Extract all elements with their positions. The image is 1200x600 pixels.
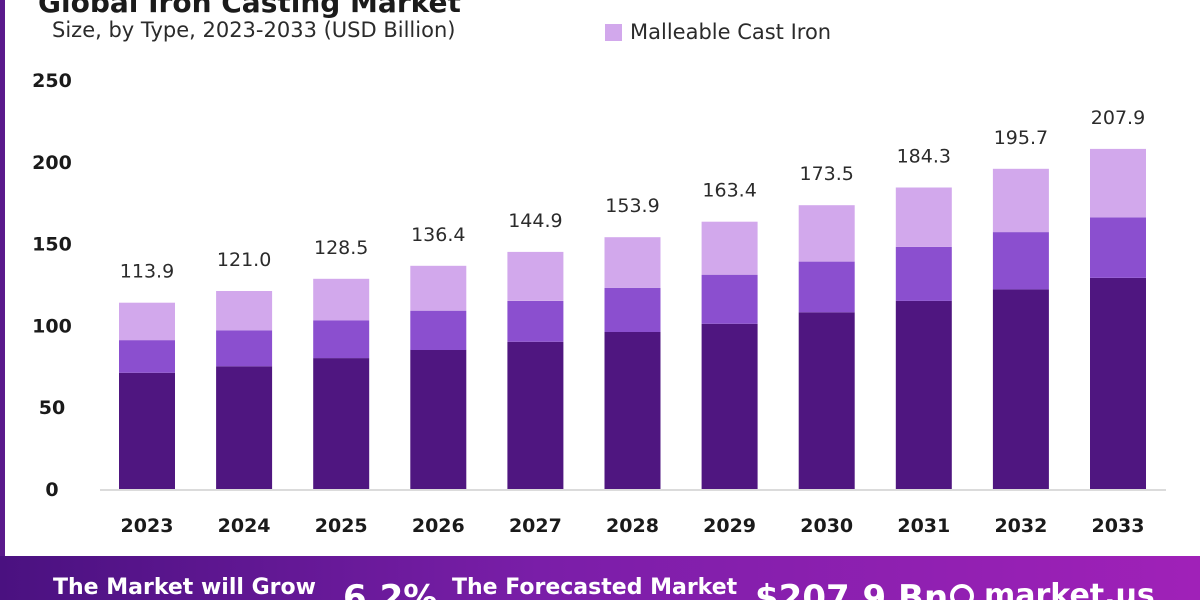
data-label-2033: 207.9: [1091, 107, 1145, 129]
bar-segment-2027-series-1: [507, 341, 564, 489]
data-label-2027: 144.9: [508, 210, 562, 232]
x-tick-label-2028: 2028: [606, 515, 659, 537]
bar-segment-2031-series-2: [895, 246, 952, 301]
stacked-bar-chart: 0 50 100 150 200 250 113.9 2023 121.0 2024 128.5 20…: [32, 70, 1166, 537]
x-tick-label-2031: 2031: [897, 515, 950, 537]
bar-segment-2033-series-2: [1090, 217, 1146, 278]
bar-segment-2033-series-3: [1090, 148, 1146, 218]
bar-segment-2030-series-2: [798, 261, 855, 313]
footer-banner: The Market will Grow 6.2% The Forecasted…: [0, 556, 1200, 600]
bar-segment-2023-series-2: [119, 340, 175, 373]
footer-cagr-value: 6.2%: [343, 578, 438, 600]
y-tick-label: 0: [45, 479, 58, 501]
bar-segment-2023-series-1: [119, 372, 175, 489]
bar-segment-2029-series-1: [701, 323, 758, 489]
bar-segment-2025-series-2: [313, 320, 370, 359]
bar-segment-2027-series-2: [507, 300, 564, 342]
legend-label-malleable-cast-iron: Malleable Cast Iron: [630, 20, 832, 44]
bar-segment-2026-series-2: [410, 310, 467, 350]
x-tick-label-2024: 2024: [218, 515, 271, 537]
bar-segment-2030-series-3: [798, 205, 855, 262]
y-tick-label: 100: [32, 315, 72, 337]
bar-segment-2026-series-1: [410, 349, 467, 489]
brand-logo-icon: [950, 583, 974, 600]
footer-grow-text: The Market will Grow: [53, 575, 316, 600]
bar-segment-2032-series-3: [992, 168, 1049, 233]
bar-segment-2025-series-1: [313, 358, 370, 489]
y-tick-label: 250: [32, 70, 72, 92]
chart-legend: Malleable Cast Iron: [605, 20, 831, 44]
x-tick-label-2030: 2030: [800, 515, 853, 537]
y-tick-label: 150: [32, 234, 72, 256]
chart-subtitle: Size, by Type, 2023-2033 (USD Billion): [52, 18, 456, 42]
bar-segment-2032-series-1: [992, 289, 1049, 489]
x-tick-label-2027: 2027: [509, 515, 562, 537]
bar-segment-2024-series-3: [216, 291, 273, 331]
brand-logo: market.us: [950, 578, 1155, 600]
bar-segment-2032-series-2: [992, 232, 1049, 290]
y-tick-label: 50: [39, 397, 65, 419]
brand-name: market.us: [984, 578, 1155, 600]
y-tick-label: 200: [32, 152, 72, 174]
bar-segment-2028-series-3: [604, 237, 661, 288]
data-label-2031: 184.3: [897, 146, 951, 168]
bar-segment-2033-series-1: [1090, 278, 1146, 489]
bar-segment-2025-series-3: [313, 278, 370, 321]
bar-segment-2028-series-1: [604, 331, 661, 489]
data-label-2030: 173.5: [799, 163, 853, 185]
bar-segment-2026-series-3: [410, 265, 467, 311]
data-label-2032: 195.7: [994, 127, 1048, 149]
data-label-2028: 153.9: [605, 195, 659, 217]
x-tick-label-2026: 2026: [412, 515, 465, 537]
x-tick-label-2033: 2033: [1092, 515, 1145, 537]
chart-title: Global Iron Casting Market: [38, 0, 461, 19]
bar-segment-2030-series-1: [798, 312, 855, 489]
x-tick-label-2032: 2032: [994, 515, 1047, 537]
bar-segment-2024-series-1: [216, 366, 273, 489]
x-tick-label-2023: 2023: [121, 515, 174, 537]
bar-segment-2027-series-3: [507, 251, 564, 301]
data-label-2025: 128.5: [314, 237, 368, 259]
bar-segment-2031-series-3: [895, 187, 952, 247]
footer-forecast-value: $207.9 Bn: [755, 578, 949, 600]
bar-segment-2031-series-1: [895, 300, 952, 489]
data-label-2029: 163.4: [702, 180, 756, 202]
data-label-2024: 121.0: [217, 249, 271, 271]
data-label-2023: 113.9: [120, 261, 174, 283]
bar-segment-2028-series-2: [604, 287, 661, 332]
bar-segment-2029-series-2: [701, 274, 758, 324]
x-tick-label-2025: 2025: [315, 515, 368, 537]
bar-segment-2023-series-3: [119, 302, 175, 341]
data-label-2026: 136.4: [411, 224, 465, 246]
bar-segment-2029-series-3: [701, 221, 758, 275]
footer-forecast-text: The Forecasted Market: [452, 575, 738, 600]
bar-segment-2024-series-2: [216, 330, 273, 367]
legend-swatch-malleable-cast-iron: [605, 23, 622, 41]
x-tick-label-2029: 2029: [703, 515, 756, 537]
left-accent-bar: [0, 0, 5, 556]
